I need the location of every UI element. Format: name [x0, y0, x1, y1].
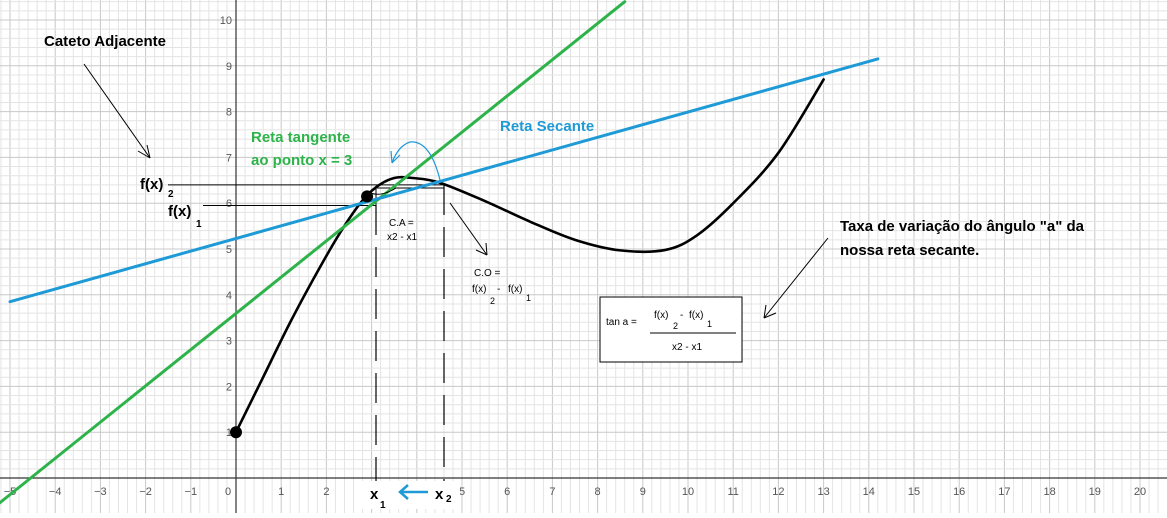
x-tick-label: −5 — [4, 486, 17, 498]
x-tick-label: 19 — [1089, 486, 1101, 498]
x-tick-label: 11 — [727, 486, 738, 498]
x-tick-label: −1 — [185, 486, 198, 498]
x-tick-label: 10 — [682, 486, 694, 498]
taxa-arrow-head — [763, 304, 777, 319]
angle-arc — [367, 187, 397, 195]
formula-sub1: 1 — [707, 319, 712, 329]
x-labels-backdrop — [360, 481, 460, 509]
x-tick-label: 18 — [1043, 486, 1055, 498]
co-f2: f(x) — [472, 284, 486, 295]
tangent-curl-arrow — [390, 141, 441, 181]
fx1-subscript: 1 — [196, 219, 202, 230]
formula-frame — [599, 296, 743, 363]
x-tick-label: 7 — [549, 486, 555, 498]
x-tick-label: 14 — [863, 486, 875, 498]
x-tick-label: 16 — [953, 486, 965, 498]
formula-box: tan a = f(x) - f(x) 2 1 x2 - x1 — [599, 296, 743, 363]
formula-sub2: 2 — [673, 321, 678, 331]
y-tick-label: 7 — [226, 152, 232, 164]
taxa-label-line2: nossa reta secante. — [840, 242, 979, 259]
y-tick-label: 2 — [226, 381, 232, 393]
series-layer — [0, 0, 880, 505]
x1-subscript: 1 — [380, 500, 386, 511]
x-tick-label: 13 — [817, 486, 829, 498]
x-tick-label: −4 — [49, 486, 62, 498]
x-tick-label: 12 — [772, 486, 784, 498]
x-tick-label: −3 — [94, 486, 107, 498]
x1-point-dot — [361, 190, 374, 203]
x-tick-label: 20 — [1134, 486, 1146, 498]
formula-num-f2: f(x) — [654, 310, 668, 321]
formula-lhs: tan a = — [606, 317, 637, 328]
x2-label: x — [435, 486, 444, 503]
fx2-label: f(x) — [140, 176, 163, 193]
x-tick-label: 0 — [225, 486, 231, 498]
reta-tangente-label: Reta tangente — [251, 129, 350, 146]
x-tick-label: 6 — [504, 486, 510, 498]
y-tick-label: 4 — [226, 290, 232, 302]
x2-subscript: 2 — [446, 494, 452, 505]
cateto-adjacente-label: Cateto Adjacente — [44, 33, 166, 50]
y-tick-label: 10 — [220, 15, 232, 27]
y-tick-label: 3 — [226, 336, 232, 348]
x-tick-label: 17 — [998, 486, 1010, 498]
y-tick-label: 5 — [226, 244, 232, 256]
cateto-arrow-head — [137, 144, 151, 159]
taxa-arrow — [763, 237, 829, 319]
co-minus: - — [497, 284, 500, 295]
annotation-arrows — [83, 63, 829, 319]
formula-num-f1: f(x) — [689, 310, 703, 321]
curl-arrow-head — [390, 150, 401, 164]
co-f1: f(x) — [508, 284, 522, 295]
co-sub2: 2 — [490, 296, 495, 306]
curl-arrow — [391, 141, 441, 181]
y-tick-label: 1 — [226, 427, 232, 439]
x-tick-label: 5 — [459, 486, 465, 498]
ca-value: x2 - x1 — [387, 232, 417, 243]
formula-num-minus: - — [680, 310, 683, 321]
reta-secante-label: Reta Secante — [500, 118, 594, 135]
fx1-label: f(x) — [168, 203, 191, 220]
x1-label: x — [370, 486, 379, 503]
fx2-subscript: 2 — [168, 189, 174, 200]
y-tick-label: 6 — [226, 198, 232, 210]
secant-line — [8, 57, 880, 304]
co-label: C.O = — [474, 268, 501, 279]
y-tick-label: 8 — [226, 107, 232, 119]
x-tick-label: 1 — [278, 486, 284, 498]
co-arrow — [449, 202, 488, 256]
start-dot — [230, 426, 242, 439]
taxa-label-line1: Taxa de variação do ângulo "a" da — [840, 218, 1085, 235]
function-curve — [234, 78, 825, 434]
co-sub1: 1 — [526, 293, 531, 303]
x-tick-label: 15 — [908, 486, 920, 498]
x-tick-label: 8 — [595, 486, 601, 498]
x-arrow-icon — [398, 484, 428, 500]
co-arrow-head — [475, 242, 488, 256]
y-tick-label: 9 — [226, 61, 232, 73]
reta-tangente-subtitle: ao ponto x = 3 — [251, 152, 352, 169]
x-tick-label: 2 — [323, 486, 329, 498]
x-tick-label: −2 — [139, 486, 152, 498]
tangent-line — [0, 0, 627, 505]
ca-label: C.A = — [389, 218, 414, 229]
cateto-arrow — [83, 63, 151, 159]
formula-den: x2 - x1 — [672, 342, 702, 353]
x-tick-label: 9 — [640, 486, 646, 498]
